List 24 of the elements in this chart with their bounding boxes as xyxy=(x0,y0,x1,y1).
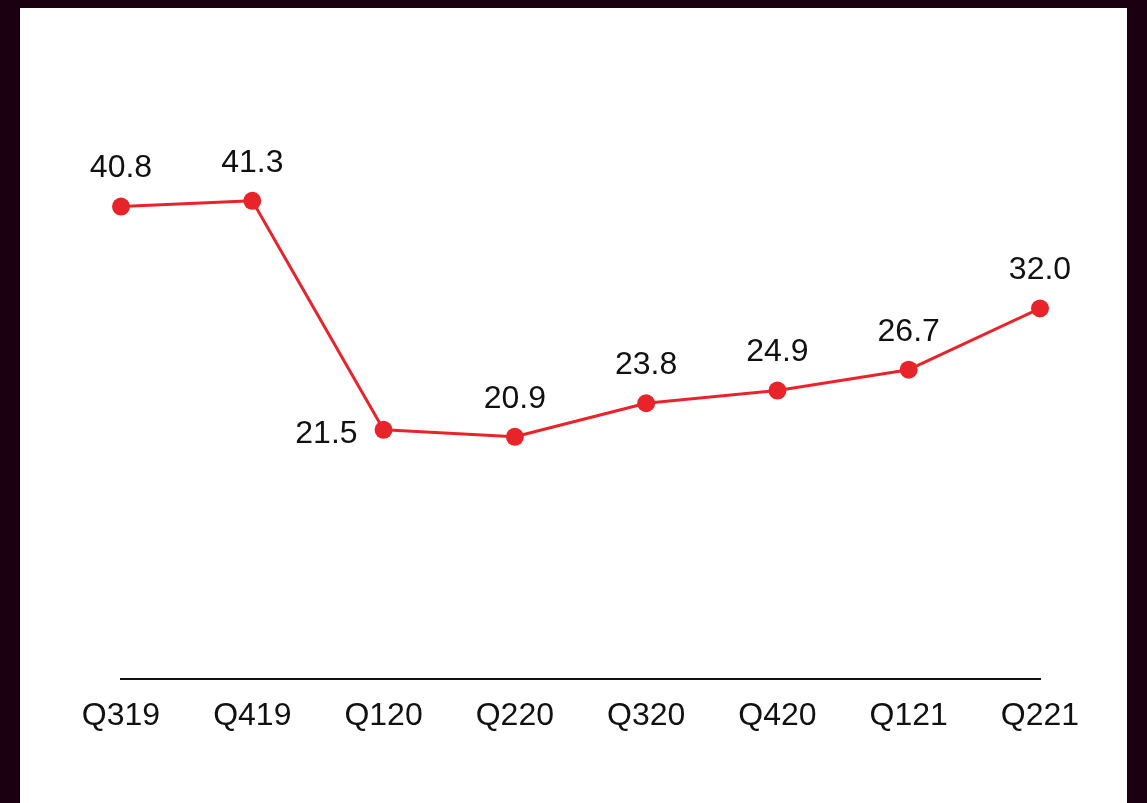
x-tick-label: Q419 xyxy=(213,695,292,732)
x-tick-label: Q120 xyxy=(344,695,423,732)
x-tick-label: Q220 xyxy=(475,695,554,732)
point xyxy=(637,394,656,413)
point xyxy=(243,191,262,210)
data-label: 21.5 xyxy=(295,413,358,450)
x-tick-label: Q320 xyxy=(607,695,686,732)
data-label: 24.9 xyxy=(746,332,809,369)
data-label: 40.8 xyxy=(89,148,153,185)
data-label: 32.0 xyxy=(1008,250,1072,287)
data-label: 20.9 xyxy=(483,378,546,415)
data-label: 26.7 xyxy=(877,311,940,348)
point xyxy=(1031,299,1049,318)
point xyxy=(899,360,918,379)
data-label: 41.3 xyxy=(221,142,284,179)
x-tick-label: Q121 xyxy=(869,695,948,732)
point xyxy=(505,427,524,446)
point xyxy=(768,381,787,400)
x-tick-label: Q420 xyxy=(738,695,817,732)
point xyxy=(112,197,130,216)
data-label: 23.8 xyxy=(615,345,678,382)
x-tick-label: Q221 xyxy=(1000,695,1080,732)
x-tick-label: Q319 xyxy=(81,695,161,732)
point xyxy=(374,420,393,439)
